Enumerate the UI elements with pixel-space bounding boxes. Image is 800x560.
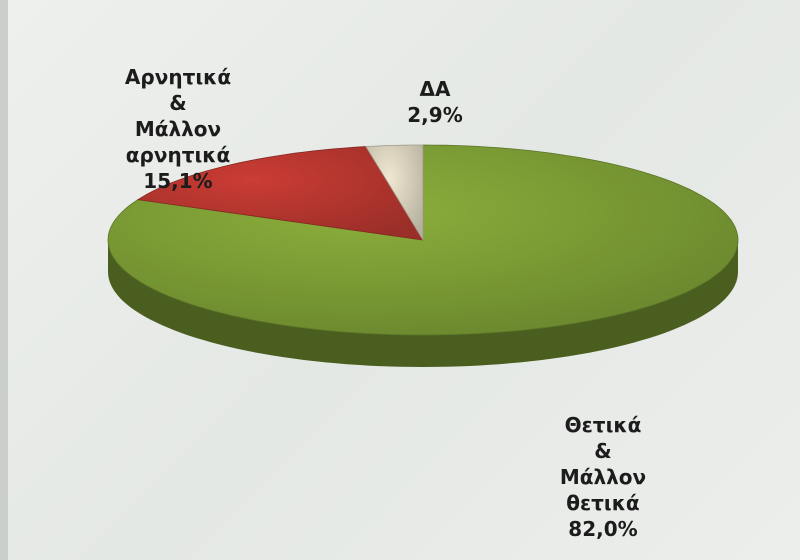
slice — [136, 146, 424, 241]
slice-label: ΔΑ 2,9% — [380, 76, 490, 128]
category-name: ΔΑ — [419, 77, 451, 101]
slice-label: Θετικά & Μάλλον θετικά 82,0% — [533, 412, 673, 542]
slice-label: Αρνητικά & Μάλλον αρνητικά 15,1% — [98, 64, 258, 194]
category-name: Θετικά & Μάλλον θετικά — [559, 413, 647, 515]
category-name: Αρνητικά & Μάλλον αρνητικά — [124, 65, 232, 167]
value-label: 82,0% — [568, 517, 638, 541]
slice — [365, 144, 424, 242]
value-label: 2,9% — [407, 103, 463, 127]
slice-side — [108, 240, 738, 367]
value-label: 15,1% — [143, 169, 213, 193]
chart — [107, 144, 739, 367]
